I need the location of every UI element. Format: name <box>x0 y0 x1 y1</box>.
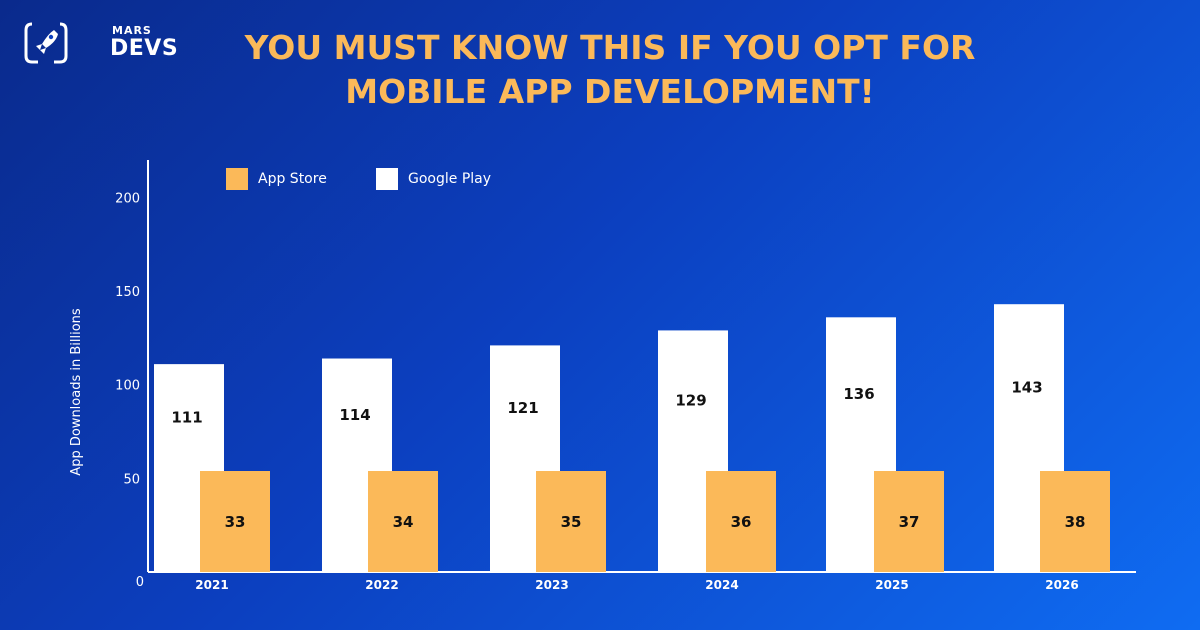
brand-small-text: MARS <box>112 24 152 37</box>
page-title-line-1: YOU MUST KNOW THIS IF YOU OPT FOR <box>244 28 976 67</box>
bar-app-store-2025 <box>874 471 944 572</box>
data-label-app-store-2023: 35 <box>561 513 582 531</box>
y-axis-label: App Downloads in Billions <box>69 308 84 476</box>
bar-app-store-2023 <box>536 471 606 572</box>
bar-app-store-2021 <box>200 471 270 572</box>
y-tick-label: 100 <box>115 379 140 394</box>
rocket-icon <box>24 22 68 64</box>
bar-app-store-2024 <box>706 471 776 572</box>
bar-app-store-2026 <box>1040 471 1110 572</box>
x-tick-label: 2025 <box>875 578 908 592</box>
data-label-google-play-2024: 129 <box>675 392 706 410</box>
data-label-google-play-2022: 114 <box>339 406 370 424</box>
x-tick-label: 2022 <box>365 578 398 592</box>
page-title-line-2: MOBILE APP DEVELOPMENT! <box>345 72 875 111</box>
data-label-google-play-2026: 143 <box>1011 379 1042 397</box>
x-tick-label: 2021 <box>195 578 228 592</box>
data-label-google-play-2025: 136 <box>843 385 874 403</box>
y-tick-label: 0 <box>136 575 144 590</box>
mars-devs-logo: MARS DEVS <box>24 20 178 68</box>
legend-label-google-play: Google Play <box>408 171 491 187</box>
x-tick-label: 2026 <box>1045 578 1078 592</box>
data-label-google-play-2023: 121 <box>507 399 538 417</box>
data-label-app-store-2022: 34 <box>393 513 414 531</box>
y-tick-label: 150 <box>115 285 140 300</box>
legend-swatch-app-store <box>226 168 248 190</box>
x-tick-label: 2024 <box>705 578 738 592</box>
data-label-app-store-2021: 33 <box>225 513 246 531</box>
data-label-app-store-2025: 37 <box>899 513 920 531</box>
y-tick-label: 50 <box>123 472 140 487</box>
y-tick-label: 200 <box>115 191 140 206</box>
legend-label-app-store: App Store <box>258 171 327 187</box>
bar-app-store-2022 <box>368 471 438 572</box>
data-label-google-play-2021: 111 <box>171 409 202 427</box>
data-label-app-store-2026: 38 <box>1065 513 1086 531</box>
x-tick-label: 2023 <box>535 578 568 592</box>
brand-name: DEVS <box>110 36 179 61</box>
data-label-app-store-2024: 36 <box>731 513 752 531</box>
legend-swatch-google-play <box>376 168 398 190</box>
